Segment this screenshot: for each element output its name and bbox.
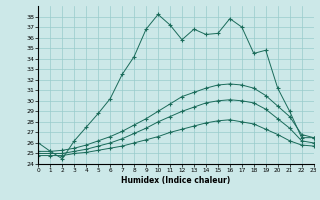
X-axis label: Humidex (Indice chaleur): Humidex (Indice chaleur) bbox=[121, 176, 231, 185]
